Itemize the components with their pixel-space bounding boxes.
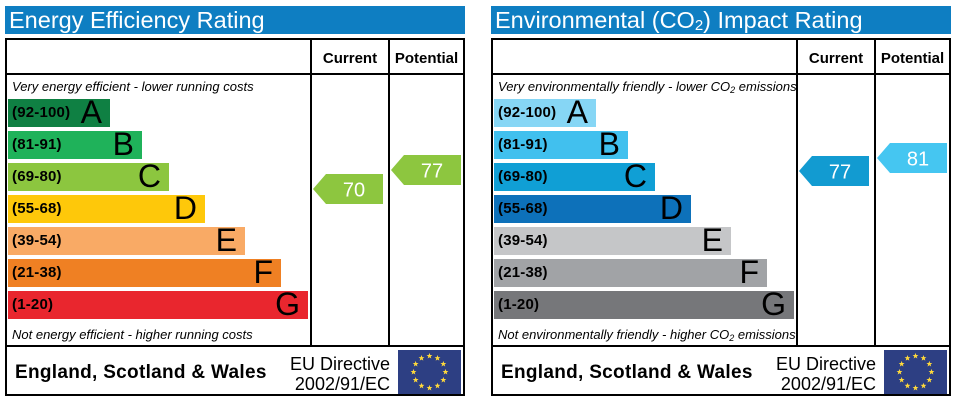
svg-text:77: 77 xyxy=(829,162,851,184)
svg-text:81: 81 xyxy=(907,149,929,171)
svg-text:77: 77 xyxy=(421,161,443,183)
svg-text:70: 70 xyxy=(343,180,365,202)
